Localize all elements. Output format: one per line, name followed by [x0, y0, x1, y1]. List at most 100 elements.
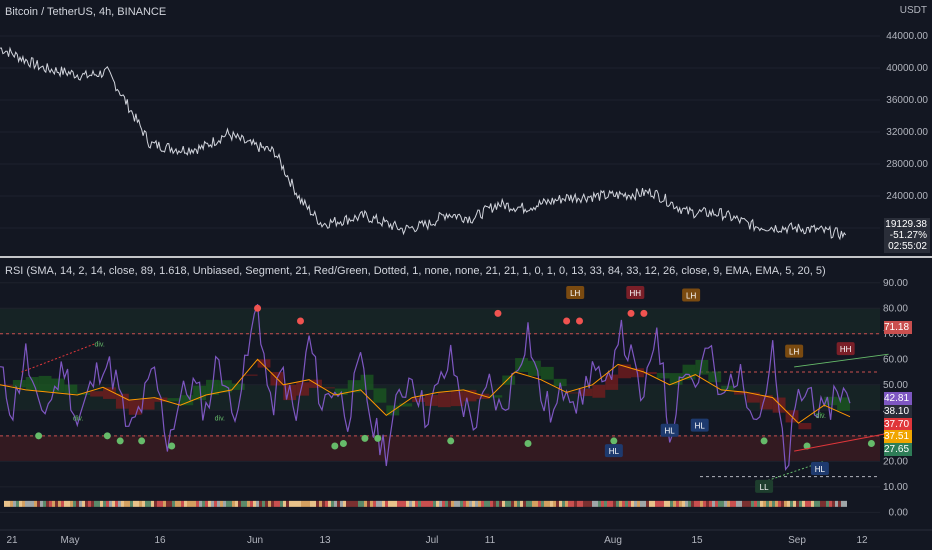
colorbar-segment: [424, 500, 427, 507]
colorbar-segment: [790, 500, 793, 507]
colorbar-segment: [691, 500, 694, 507]
colorbar-segment: [301, 500, 304, 507]
colorbar-segment: [367, 500, 370, 507]
colorbar-segment: [358, 500, 361, 507]
colorbar-segment: [484, 500, 487, 507]
colorbar-segment: [421, 500, 424, 507]
colorbar-segment: [352, 500, 355, 507]
rsi-tick-label: 60.00: [883, 354, 908, 365]
pivot-low-dot: [339, 439, 347, 447]
cloud-segment: [515, 358, 528, 373]
pivot-low-dot: [374, 434, 382, 442]
colorbar-segment: [391, 500, 394, 507]
cloud-segment: [115, 393, 129, 409]
colorbar-segment: [520, 500, 523, 507]
colorbar-segment: [796, 500, 799, 507]
colorbar-segment: [211, 500, 214, 507]
colorbar-segment: [730, 500, 733, 507]
colorbar-segment: [379, 500, 382, 507]
cloud-segment: [103, 387, 116, 399]
cloud-segment: [837, 397, 850, 411]
colorbar-segment: [247, 500, 250, 507]
divergence-label: div.: [215, 416, 225, 423]
colorbar-segment: [292, 500, 295, 507]
colorbar-segment: [28, 500, 31, 507]
pivot-label-text: HH: [840, 345, 852, 354]
colorbar-segment: [148, 500, 151, 507]
cloud-segment: [772, 397, 786, 413]
colorbar-segment: [553, 500, 556, 507]
colorbar-segment: [646, 500, 649, 507]
cloud-segment: [180, 395, 194, 406]
pivot-label-hl: HL: [690, 418, 709, 432]
x-tick-label: Aug: [604, 535, 622, 546]
colorbar-segment: [574, 500, 577, 507]
colorbar-segment: [334, 500, 337, 507]
colorbar-segment: [370, 500, 373, 507]
cloud-segment: [734, 391, 747, 395]
colorbar-segment: [820, 500, 823, 507]
cloud-segment: [618, 364, 632, 379]
cloud-segment: [270, 372, 284, 386]
rsi-value-badge: 37.70: [884, 418, 912, 431]
cloud-segment: [334, 388, 348, 395]
cloud-segment: [682, 364, 696, 380]
price-tick-label: 36000.00: [886, 95, 928, 106]
colorbar-segment: [10, 500, 13, 507]
colorbar-segment: [223, 500, 226, 507]
pivot-high-dot: [296, 317, 304, 325]
colorbar-segment: [751, 500, 754, 507]
colorbar-segment: [658, 500, 661, 507]
colorbar-segment: [88, 500, 91, 507]
colorbar-segment: [463, 500, 466, 507]
colorbar-segment: [601, 500, 604, 507]
colorbar-segment: [631, 500, 634, 507]
rsi-value-badge: 42.81: [884, 392, 912, 405]
colorbar-segment: [244, 500, 247, 507]
colorbar-segment: [754, 500, 757, 507]
indicator-title[interactable]: RSI (SMA, 14, 2, 14, close, 89, 1.618, U…: [5, 265, 826, 277]
colorbar-segment: [136, 500, 139, 507]
colorbar-segment: [382, 500, 385, 507]
colorbar-segment: [163, 500, 166, 507]
colorbar-segment: [235, 500, 238, 507]
colorbar-segment: [466, 500, 469, 507]
colorbar-segment: [349, 500, 352, 507]
colorbar-segment: [649, 500, 652, 507]
colorbar-segment: [559, 500, 562, 507]
colorbar-segment: [523, 500, 526, 507]
colorbar-segment: [61, 500, 64, 507]
bar-countdown-label: 02:55:02: [884, 240, 930, 253]
pivot-high-dot: [576, 317, 584, 325]
divergence-line: [763, 460, 825, 483]
colorbar-segment: [178, 500, 181, 507]
symbol-title[interactable]: Bitcoin / TetherUS, 4h, BINANCE: [5, 6, 167, 18]
colorbar-segment: [22, 500, 25, 507]
colorbar-segment: [58, 500, 61, 507]
cloud-segment: [553, 378, 567, 387]
pivot-label-text: HL: [665, 427, 676, 436]
pivot-high-dot: [627, 309, 635, 317]
cloud-segment: [708, 371, 722, 383]
pivot-high-dot: [640, 309, 648, 317]
x-tick-label: Jul: [426, 535, 439, 546]
pivot-low-dot: [447, 437, 455, 445]
cloud-segment: [64, 384, 78, 394]
colorbar-segment: [508, 500, 511, 507]
colorbar-segment: [259, 500, 262, 507]
colorbar-segment: [127, 500, 130, 507]
colorbar-segment: [679, 500, 682, 507]
colorbar-segment: [199, 500, 202, 507]
pivot-label-lh: LH: [682, 288, 701, 302]
rsi-value-badge: 27.65: [884, 443, 912, 456]
colorbar-segment: [232, 500, 235, 507]
price-chart[interactable]: 20000.0024000.0028000.0032000.0036000.00…: [0, 0, 932, 258]
price-tick-label: 24000.00: [886, 191, 928, 202]
cloud-segment: [231, 383, 245, 390]
colorbar-segment: [316, 500, 319, 507]
colorbar-segment: [604, 500, 607, 507]
pivot-label-hl: HL: [810, 461, 829, 475]
colorbar-segment: [121, 500, 124, 507]
colorbar-segment: [202, 500, 205, 507]
colorbar-segment: [307, 500, 310, 507]
